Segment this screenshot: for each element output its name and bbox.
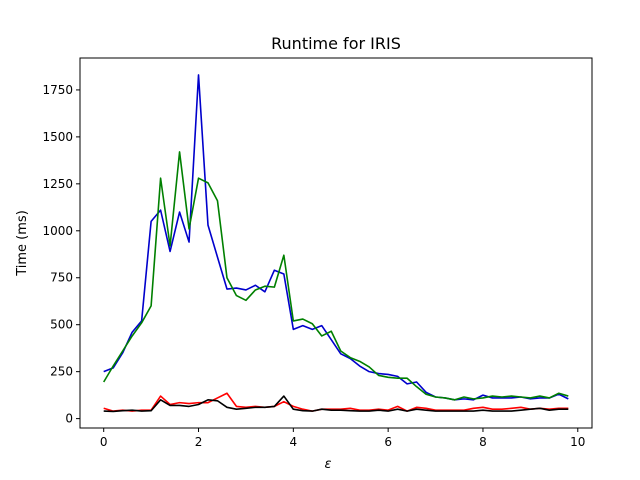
x-axis-label: ε [324, 457, 331, 472]
y-axis: 0 250 500 750 1000 1250 1500 1750 [42, 83, 80, 426]
series-layer [103, 74, 569, 413]
x-tick-label: 2 [195, 435, 203, 449]
y-tick-label: 250 [50, 365, 73, 379]
y-tick-label: 1000 [42, 224, 73, 238]
plot-area-frame [79, 57, 593, 429]
x-tick-label: 6 [384, 435, 392, 449]
series-line-1 [103, 74, 569, 401]
x-axis: 0 2 4 6 8 10 [100, 428, 585, 449]
x-tick-label: 8 [479, 435, 487, 449]
x-tick-label: 0 [100, 435, 108, 449]
y-tick-label: 500 [50, 318, 73, 332]
x-tick-label: 4 [290, 435, 298, 449]
y-axis-label: Time (ms) [15, 210, 30, 277]
series-line-4 [103, 395, 569, 413]
chart-title: Runtime for IRIS [271, 34, 401, 53]
y-tick-label: 0 [65, 412, 73, 426]
y-tick-label: 750 [50, 271, 73, 285]
x-tick-label: 10 [570, 435, 585, 449]
series-line-3 [103, 392, 569, 412]
y-tick-label: 1750 [42, 83, 73, 97]
y-tick-label: 1500 [42, 130, 73, 144]
y-tick-label: 1250 [42, 177, 73, 191]
series-line-2 [103, 151, 569, 401]
